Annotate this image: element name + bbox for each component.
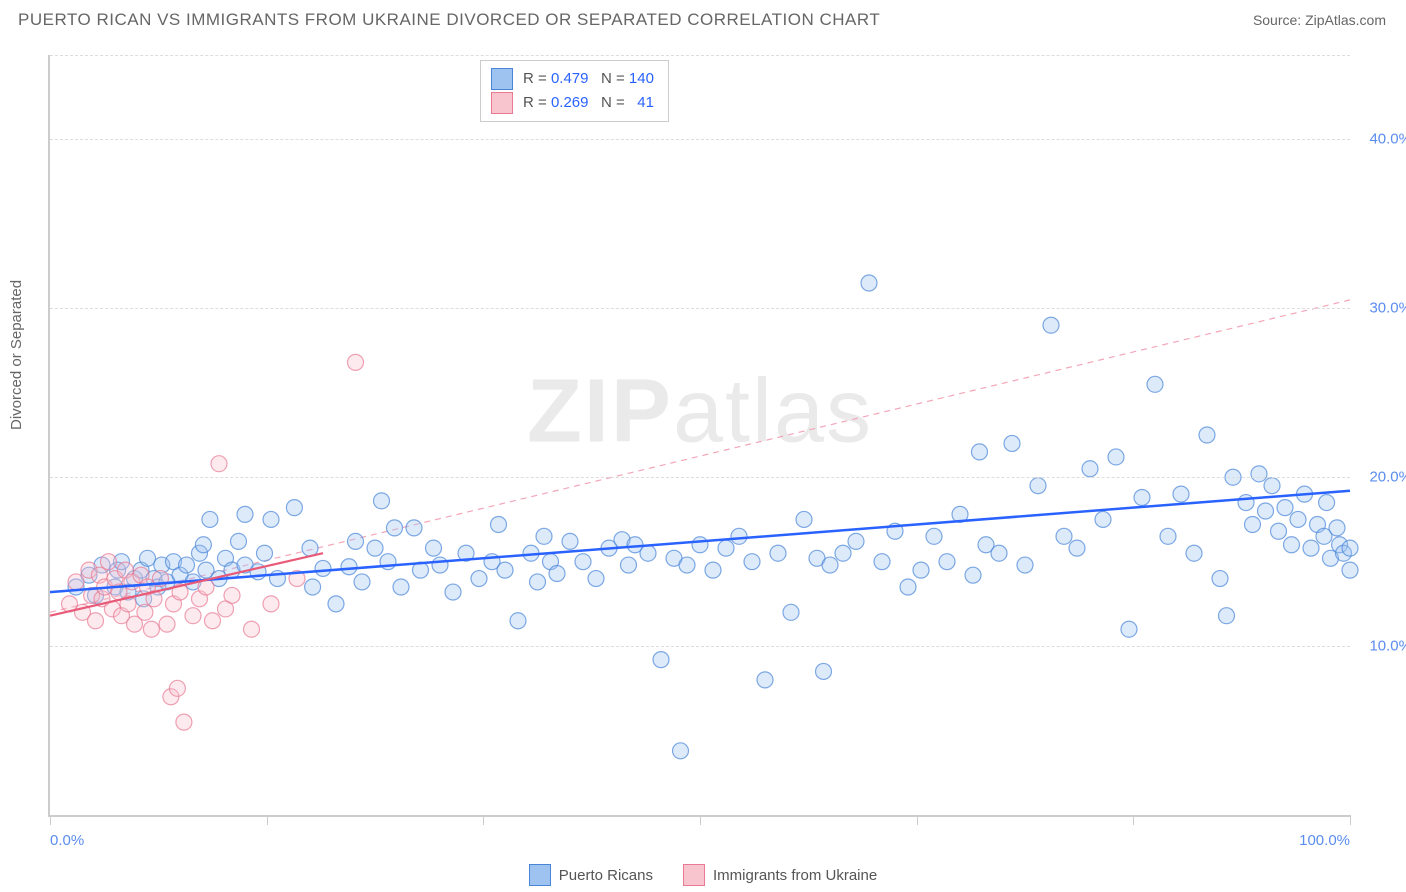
swatch-pink <box>491 92 513 114</box>
y-axis-label: Divorced or Separated <box>8 280 25 430</box>
legend-item-blue: Puerto Ricans <box>529 864 653 886</box>
chart-title: PUERTO RICAN VS IMMIGRANTS FROM UKRAINE … <box>18 10 880 30</box>
stats-row-blue: R = 0.479 N = 140 <box>491 67 654 91</box>
bottom-legend: Puerto Ricans Immigrants from Ukraine <box>0 864 1406 886</box>
chart-area: ZIPatlas R = 0.479 N = 140 R = 0.269 N =… <box>48 55 1350 817</box>
swatch-blue <box>491 68 513 90</box>
stats-row-pink: R = 0.269 N = 41 <box>491 91 654 115</box>
y-tick-label: 40.0% <box>1369 131 1406 148</box>
y-tick-label: 30.0% <box>1369 300 1406 317</box>
y-tick-label: 20.0% <box>1369 469 1406 486</box>
stats-legend-box: R = 0.479 N = 140 R = 0.269 N = 41 <box>480 60 669 122</box>
x-tick-label-min: 0.0% <box>50 832 84 849</box>
x-tick-label-max: 100.0% <box>1299 832 1350 849</box>
legend-label-blue: Puerto Ricans <box>559 867 653 884</box>
chart-header: PUERTO RICAN VS IMMIGRANTS FROM UKRAINE … <box>0 0 1406 36</box>
source-label: Source: ZipAtlas.com <box>1253 12 1386 28</box>
swatch-blue-icon <box>529 864 551 886</box>
scatter-plot <box>50 55 1350 815</box>
swatch-pink-icon <box>683 864 705 886</box>
legend-label-pink: Immigrants from Ukraine <box>713 867 877 884</box>
legend-item-pink: Immigrants from Ukraine <box>683 864 877 886</box>
y-tick-label: 10.0% <box>1369 638 1406 655</box>
